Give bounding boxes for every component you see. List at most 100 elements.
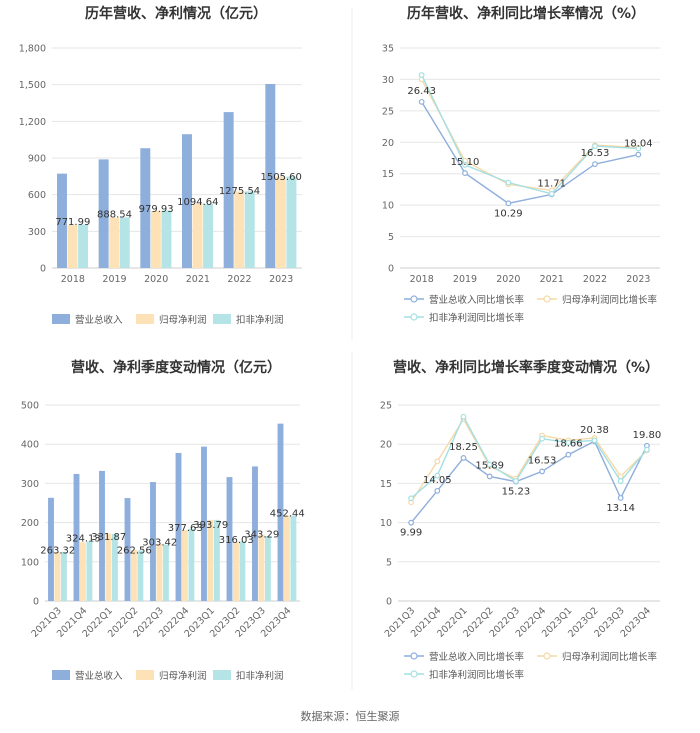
y-tick-label: 25 bbox=[380, 401, 392, 412]
bar-扣非净利润 bbox=[60, 552, 67, 601]
series-point bbox=[591, 437, 598, 444]
data-label: 262.56 bbox=[117, 546, 152, 557]
series-point bbox=[644, 446, 650, 453]
legend-label: 营业总收入 bbox=[75, 670, 123, 682]
y-tick-label: 20 bbox=[382, 138, 394, 149]
data-label: 18.66 bbox=[554, 439, 583, 450]
series-point bbox=[434, 458, 441, 465]
chart-title: 历年营收、净利同比增长率情况（%） bbox=[407, 5, 645, 22]
series-point bbox=[460, 413, 467, 420]
series-point bbox=[635, 151, 642, 158]
data-label: 888.54 bbox=[97, 210, 132, 221]
y-tick-label: 5 bbox=[388, 232, 394, 243]
legend-marker bbox=[410, 313, 418, 321]
chart-title: 营收、净利同比增长率季度变动情况（%） bbox=[393, 359, 659, 376]
bar-扣非净利润 bbox=[86, 541, 93, 601]
x-tick-label: 2018 bbox=[61, 274, 85, 285]
y-tick-label: 200 bbox=[21, 518, 39, 529]
legend-label: 扣非净利润同比增长率 bbox=[429, 669, 525, 681]
series-point bbox=[434, 487, 441, 494]
series-point bbox=[460, 455, 467, 461]
y-tick-label: 15 bbox=[382, 169, 394, 180]
legend-marker bbox=[410, 670, 418, 678]
series-line-扣非净利润同比增长率 bbox=[421, 74, 639, 195]
legend-swatch bbox=[213, 314, 231, 324]
quarterly-growth-line-chart: 营收、净利同比增长率季度变动情况（%）05101520252021Q32021Q… bbox=[380, 359, 661, 681]
y-tick-label: 400 bbox=[21, 440, 39, 451]
x-tick-label: 2020 bbox=[144, 274, 168, 285]
x-tick-label: 2023 bbox=[269, 274, 293, 285]
bar-扣非净利润 bbox=[286, 176, 297, 268]
data-label: 9.99 bbox=[400, 528, 422, 539]
x-tick-label: 2020 bbox=[496, 274, 520, 285]
y-tick-label: 300 bbox=[21, 479, 39, 490]
legend-label: 归母净利润 bbox=[159, 314, 207, 326]
bar-营业总收入 bbox=[73, 473, 80, 601]
bar-营业总收入 bbox=[277, 423, 284, 601]
y-tick-label: 0 bbox=[386, 597, 392, 608]
bar-归母净利润 bbox=[150, 210, 161, 268]
bar-归母净利润 bbox=[80, 542, 86, 601]
y-tick-label: 10 bbox=[380, 518, 392, 529]
bar-扣非净利润 bbox=[213, 519, 220, 601]
series-line-归母净利润同比增长率 bbox=[410, 417, 648, 503]
bar-归母净利润 bbox=[54, 552, 61, 601]
y-tick-label: 30 bbox=[382, 75, 394, 86]
series-point bbox=[486, 461, 493, 468]
data-label: 16.53 bbox=[581, 148, 610, 159]
series-point bbox=[539, 435, 545, 442]
data-label: 16.53 bbox=[528, 455, 557, 466]
data-source-note: 数据来源：恒生聚源 bbox=[300, 710, 400, 723]
data-label: 14.05 bbox=[423, 475, 452, 486]
x-tick-label: 2023 bbox=[626, 274, 650, 285]
x-tick-label: 2019 bbox=[102, 274, 126, 285]
bar-营业总收入 bbox=[201, 446, 207, 601]
bar-归母净利润 bbox=[284, 515, 290, 601]
bar-扣非净利润 bbox=[244, 191, 255, 268]
series-point bbox=[418, 98, 425, 105]
data-label: 18.25 bbox=[449, 442, 478, 453]
series-point bbox=[513, 478, 519, 484]
series-point bbox=[462, 170, 468, 176]
x-tick-label: 2019 bbox=[453, 274, 477, 285]
y-tick-label: 900 bbox=[28, 154, 46, 165]
series-point bbox=[592, 161, 598, 167]
bar-扣非净利润 bbox=[203, 203, 214, 268]
bar-营业总收入 bbox=[124, 498, 131, 601]
quarterly-revenue-profit-bar-chart: 营收、净利季度变动情况（亿元）01002003004005002021Q3202… bbox=[21, 359, 305, 682]
y-tick-label: 10 bbox=[382, 201, 394, 212]
bar-扣非净利润 bbox=[290, 515, 297, 601]
chart-title: 历年营收、净利情况（亿元） bbox=[85, 5, 267, 22]
bar-归母净利润 bbox=[233, 542, 239, 601]
series-point bbox=[592, 143, 598, 149]
bar-扣非净利润 bbox=[162, 544, 169, 601]
bar-营业总收入 bbox=[223, 112, 234, 268]
data-label: 263.32 bbox=[40, 545, 75, 556]
y-tick-label: 500 bbox=[21, 401, 39, 412]
data-label: 10.29 bbox=[494, 208, 523, 219]
bar-营业总收入 bbox=[57, 173, 67, 268]
data-label: 1505.60 bbox=[260, 172, 301, 183]
legend-label: 营业总收入同比增长率 bbox=[429, 294, 525, 306]
data-label: 26.43 bbox=[407, 86, 436, 97]
legend-swatch bbox=[213, 670, 231, 680]
bar-归母净利润 bbox=[275, 176, 286, 268]
y-tick-label: 1,500 bbox=[19, 80, 46, 91]
data-label: 316.03 bbox=[219, 535, 254, 546]
bar-营业总收入 bbox=[226, 477, 233, 601]
bar-营业总收入 bbox=[48, 497, 54, 601]
series-point bbox=[505, 200, 512, 207]
series-point bbox=[548, 190, 555, 197]
data-label: 331.87 bbox=[91, 532, 126, 543]
y-tick-label: 20 bbox=[380, 440, 392, 451]
bar-营业总收入 bbox=[150, 482, 156, 601]
bar-归母净利润 bbox=[258, 534, 265, 601]
data-label: 452.44 bbox=[270, 508, 305, 519]
x-tick-label: 2022 bbox=[583, 274, 607, 285]
data-label: 343.29 bbox=[244, 530, 279, 541]
series-point bbox=[565, 439, 572, 446]
legend-label: 扣非净利润 bbox=[236, 314, 284, 326]
data-label: 1094.64 bbox=[177, 197, 218, 208]
legend-label: 归母净利润同比增长率 bbox=[562, 294, 658, 306]
